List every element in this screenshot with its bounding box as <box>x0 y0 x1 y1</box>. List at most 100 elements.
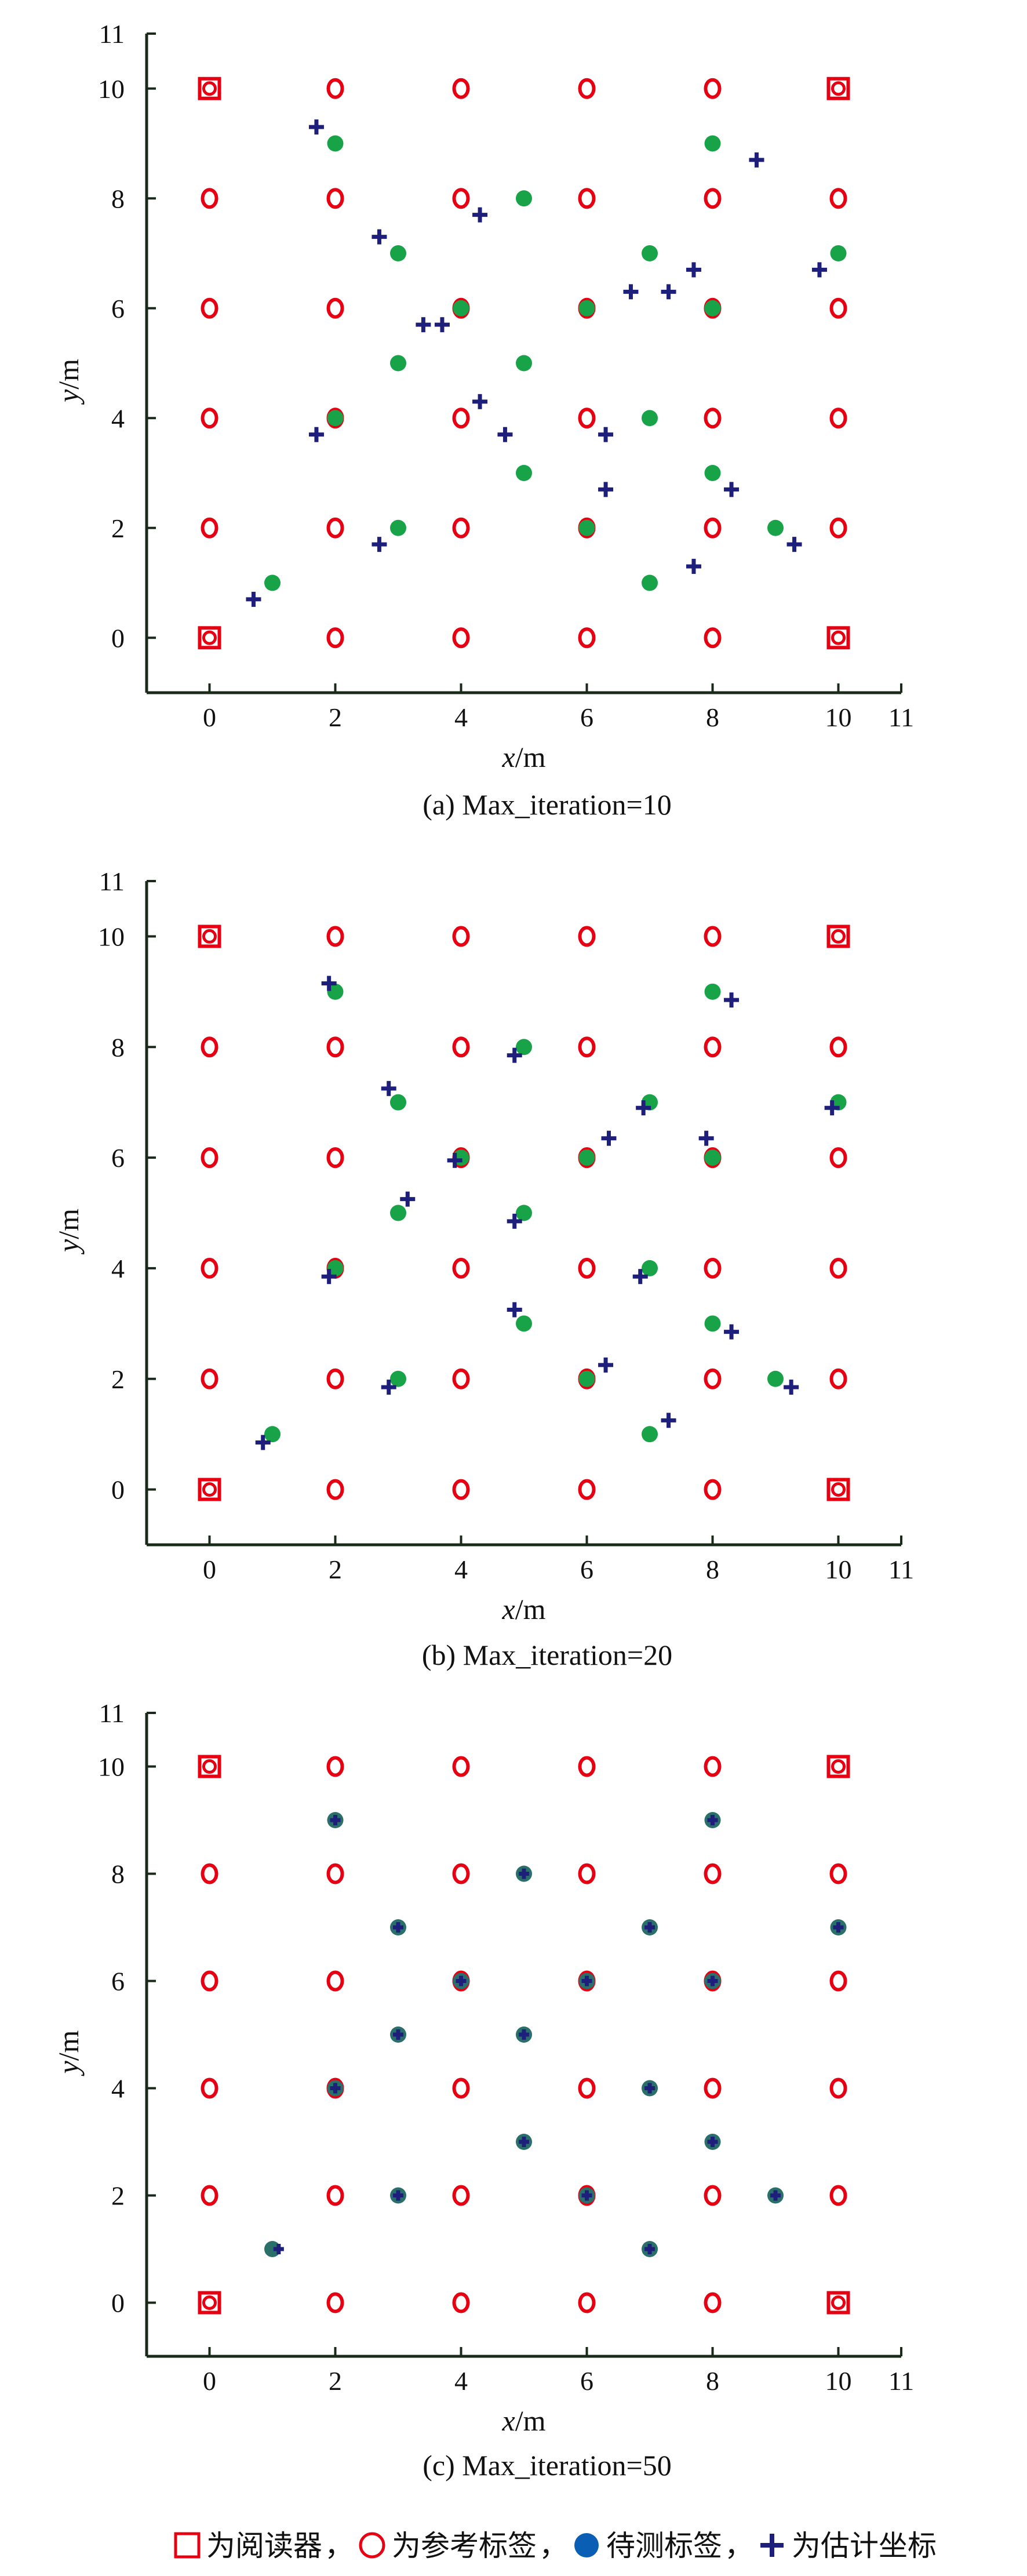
chart-panels: 0 2 4 6 8 10 11 0 2 4 6 8 10 11 x/m y/m (a) Max_iteratio… <box>52 19 914 2482</box>
target-tag-marker <box>327 983 344 1000</box>
legend-reader-label: 为阅读器 <box>206 2530 322 2562</box>
y-tick-label: 8 <box>111 184 125 213</box>
reference-tag-marker <box>326 1147 344 1169</box>
target-tag-marker <box>516 1205 532 1221</box>
x-tick-label: 10 <box>825 2366 852 2396</box>
reference-tag-marker <box>578 627 596 649</box>
target-tag-marker <box>264 1426 281 1443</box>
reference-tag-marker <box>326 1756 344 1777</box>
reference-tag-marker <box>704 627 722 649</box>
reference-tag-marker <box>326 627 344 649</box>
reference-tag-marker <box>201 1257 218 1279</box>
estimate-marker <box>447 1152 462 1168</box>
x-tick-label: 11 <box>888 1555 914 1584</box>
reference-tag-marker <box>452 2077 470 2099</box>
reference-tag-marker <box>326 188 344 209</box>
estimate-marker <box>636 1100 651 1116</box>
x-tick-label: 10 <box>825 703 852 732</box>
target-tag-marker <box>642 574 658 591</box>
target-tag-marker <box>704 465 721 481</box>
estimate-marker <box>707 1815 718 1825</box>
estimate-marker <box>472 207 488 223</box>
x-tick-label: 11 <box>888 703 914 732</box>
reader-marker <box>826 2291 850 2315</box>
estimate-marker <box>598 482 614 497</box>
reference-tag-marker <box>578 1863 596 1884</box>
target-tag-marker <box>704 983 721 1000</box>
target-tag-marker <box>767 519 784 536</box>
y-tick-label: 11 <box>99 1698 125 1728</box>
reference-tag-marker <box>452 1863 470 1884</box>
y-tick-label: 2 <box>111 514 125 543</box>
panel-caption: (a) Max_iteration=10 <box>423 788 671 821</box>
chart-panel: 0 2 4 6 8 10 11 0 2 4 6 8 10 11 x/m y/m (b) Max_iteratio… <box>52 867 914 1671</box>
y-axis-title: y/m <box>52 1209 85 1255</box>
y-axis-title: y/m <box>52 2030 85 2076</box>
reference-tag-marker <box>829 1257 847 1279</box>
estimate-marker <box>321 1269 337 1285</box>
reference-tag-marker <box>704 188 722 209</box>
reader-marker <box>198 925 221 948</box>
y-tick-label: 0 <box>111 2288 125 2318</box>
legend-estimate-label: 为估计坐标 <box>792 2530 937 2562</box>
x-tick-label: 6 <box>580 703 593 732</box>
x-tick-label: 2 <box>329 2366 342 2396</box>
reference-tag-marker <box>704 1863 722 1884</box>
reference-tag-marker <box>829 1147 847 1169</box>
reader-marker <box>826 1478 850 1501</box>
reference-tag-marker <box>578 188 596 209</box>
target-tag-marker <box>704 300 721 316</box>
y-tick-label: 4 <box>111 403 125 433</box>
x-tick-label: 11 <box>888 2366 914 2396</box>
estimate-marker <box>661 1413 676 1428</box>
estimate-marker <box>434 317 450 333</box>
reference-tag-marker <box>578 926 596 947</box>
estimate-marker <box>632 1269 648 1285</box>
legend-target-label: 待测标签 <box>606 2530 722 2562</box>
y-tick-label: 6 <box>111 294 125 323</box>
estimate-marker <box>749 152 764 168</box>
y-tick-label: 6 <box>111 1967 125 1996</box>
estimate-marker <box>724 482 740 497</box>
y-tick-label: 10 <box>98 1752 125 1782</box>
y-tick-label: 6 <box>111 1143 125 1173</box>
legend-estimate-symbol <box>760 2534 784 2557</box>
reference-tag-marker <box>201 1970 218 1992</box>
target-tag-marker <box>830 245 847 261</box>
estimate-marker <box>372 537 387 552</box>
reference-tag-marker <box>578 2077 596 2099</box>
estimate-marker <box>507 1047 522 1063</box>
reference-tag-marker <box>829 517 847 539</box>
legend-separator: ， <box>724 2530 753 2562</box>
x-tick-label: 0 <box>203 2366 216 2396</box>
x-tick-label: 8 <box>706 1555 719 1584</box>
reference-tag-marker <box>829 1368 847 1389</box>
estimate-marker <box>308 119 324 135</box>
estimate-marker <box>273 2244 284 2254</box>
legend-reference-symbol <box>359 2532 385 2559</box>
reference-tag-marker <box>829 1970 847 1992</box>
estimate-marker <box>581 2190 592 2201</box>
reference-tag-marker <box>578 1479 596 1500</box>
x-tick-label: 2 <box>329 1555 342 1584</box>
estimate-marker <box>416 317 431 333</box>
reference-tag-marker <box>452 627 470 649</box>
estimate-marker <box>724 992 740 1008</box>
reference-tag-marker <box>326 1863 344 1884</box>
estimate-marker <box>811 262 827 278</box>
reference-tag-marker <box>326 1970 344 1992</box>
panel-caption: (b) Max_iteration=20 <box>422 1639 672 1671</box>
target-tag-marker <box>264 2241 281 2257</box>
reference-tag-marker <box>452 2292 470 2313</box>
reference-tag-marker <box>704 926 722 947</box>
reference-tag-marker <box>326 2185 344 2206</box>
target-tag-marker <box>704 1315 721 1332</box>
estimate-marker <box>330 2083 341 2094</box>
reference-tag-marker <box>704 1479 722 1500</box>
estimate-marker <box>308 427 324 442</box>
target-tag-marker <box>642 1426 658 1443</box>
y-tick-label: 0 <box>111 1475 125 1505</box>
estimate-marker <box>381 1080 396 1096</box>
legend-target-symbol <box>574 2533 599 2557</box>
